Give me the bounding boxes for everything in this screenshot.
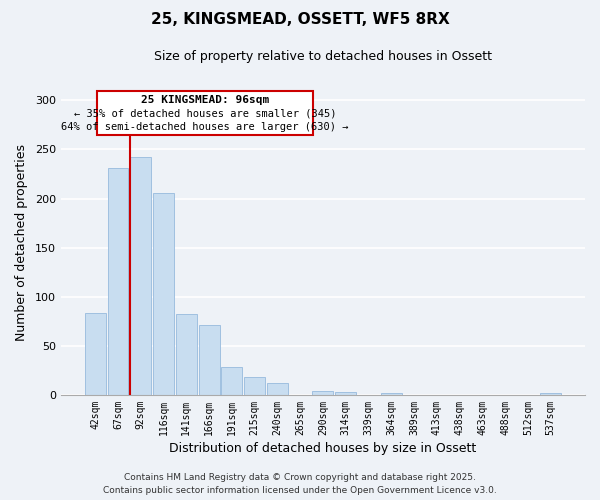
Bar xyxy=(381,393,402,395)
Bar xyxy=(335,392,356,395)
Bar xyxy=(199,325,220,395)
Bar xyxy=(176,314,197,395)
Bar xyxy=(85,314,106,395)
Y-axis label: Number of detached properties: Number of detached properties xyxy=(15,144,28,341)
Text: ← 35% of detached houses are smaller (345): ← 35% of detached houses are smaller (34… xyxy=(74,108,337,118)
Bar xyxy=(540,393,561,395)
Bar xyxy=(267,383,288,395)
Bar xyxy=(313,391,334,395)
Text: Contains HM Land Registry data © Crown copyright and database right 2025.
Contai: Contains HM Land Registry data © Crown c… xyxy=(103,474,497,495)
FancyBboxPatch shape xyxy=(97,90,313,134)
Bar xyxy=(221,368,242,395)
Bar xyxy=(244,378,265,395)
Bar xyxy=(130,158,151,395)
X-axis label: Distribution of detached houses by size in Ossett: Distribution of detached houses by size … xyxy=(169,442,476,455)
Title: Size of property relative to detached houses in Ossett: Size of property relative to detached ho… xyxy=(154,50,492,63)
Text: 64% of semi-detached houses are larger (630) →: 64% of semi-detached houses are larger (… xyxy=(61,122,349,132)
Bar xyxy=(107,168,128,395)
Bar xyxy=(153,192,174,395)
Text: 25, KINGSMEAD, OSSETT, WF5 8RX: 25, KINGSMEAD, OSSETT, WF5 8RX xyxy=(151,12,449,28)
Text: 25 KINGSMEAD: 96sqm: 25 KINGSMEAD: 96sqm xyxy=(141,96,269,106)
